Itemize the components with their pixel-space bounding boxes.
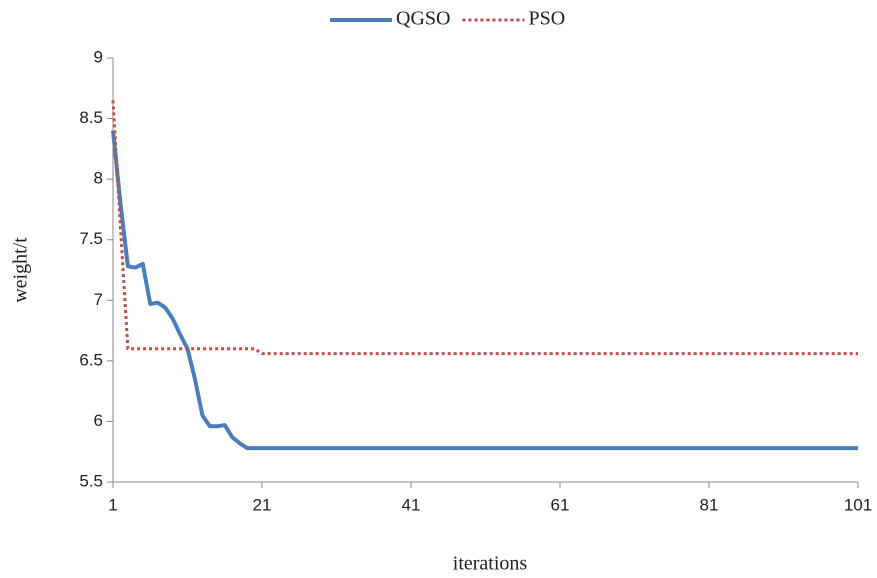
x-tick-label: 81 xyxy=(700,495,719,514)
y-axis-title: weight/t xyxy=(10,237,32,303)
y-tick-label: 9 xyxy=(94,47,103,66)
series-line xyxy=(111,100,858,356)
y-tick-label: 7.5 xyxy=(79,229,103,248)
y-tick-label: 6 xyxy=(94,411,103,430)
x-tick-label: 101 xyxy=(844,495,872,514)
x-axis-title: iterations xyxy=(453,553,528,575)
y-tick-label: 8.5 xyxy=(79,108,103,127)
legend-label: PSO xyxy=(528,8,565,30)
y-tick-label: 6.5 xyxy=(79,350,103,369)
x-tick-label: 41 xyxy=(402,495,421,514)
legend-label: QGSO xyxy=(396,8,450,30)
y-tick-label: 8 xyxy=(94,169,103,188)
x-tick-label: 61 xyxy=(551,495,570,514)
x-tick-label: 21 xyxy=(253,495,272,514)
series-line xyxy=(111,130,858,451)
y-tick-label: 7 xyxy=(94,290,103,309)
y-tick-label: 5.5 xyxy=(79,471,103,490)
x-tick-label: 1 xyxy=(108,495,117,514)
